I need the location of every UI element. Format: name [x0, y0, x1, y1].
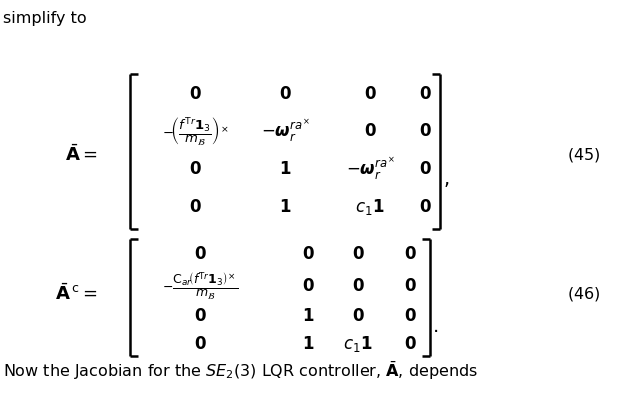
Text: $\mathbf{0}$: $\mathbf{0}$	[194, 307, 206, 325]
Text: $\mathbf{0}$: $\mathbf{0}$	[351, 277, 364, 295]
Text: $\bar{\mathbf{A}}^{\,\mathrm{c}} =$: $\bar{\mathbf{A}}^{\,\mathrm{c}} =$	[55, 284, 97, 304]
Text: $(45)$: $(45)$	[566, 146, 600, 164]
Text: $\mathbf{0}$: $\mathbf{0}$	[419, 198, 431, 216]
Text: $\mathbf{0}$: $\mathbf{0}$	[419, 85, 431, 103]
Text: $(46)$: $(46)$	[566, 285, 600, 303]
Text: $\mathbf{0}$: $\mathbf{0}$	[404, 277, 417, 295]
Text: $\mathbf{0}$: $\mathbf{0}$	[404, 335, 417, 353]
Text: $-\boldsymbol{\omega}_r^{ra^{\times}}$: $-\boldsymbol{\omega}_r^{ra^{\times}}$	[346, 156, 394, 182]
Text: $\bar{\mathbf{A}} =$: $\bar{\mathbf{A}} =$	[65, 145, 97, 165]
Text: $\mathbf{0}$: $\mathbf{0}$	[351, 245, 364, 263]
Text: $\mathbf{0}$: $\mathbf{0}$	[404, 245, 417, 263]
Text: $\mathbf{1}$: $\mathbf{1}$	[279, 160, 291, 178]
Text: $-\boldsymbol{\omega}_r^{ra^{\times}}$: $-\boldsymbol{\omega}_r^{ra^{\times}}$	[260, 118, 309, 144]
Text: $\mathbf{0}$: $\mathbf{0}$	[189, 85, 202, 103]
Text: simplify to: simplify to	[3, 11, 86, 26]
Text: $\mathbf{0}$: $\mathbf{0}$	[194, 335, 206, 353]
Text: $,$: $,$	[443, 170, 449, 189]
Text: $\mathbf{1}$: $\mathbf{1}$	[302, 335, 314, 353]
Text: $\mathbf{0}$: $\mathbf{0}$	[301, 277, 314, 295]
Text: $\mathbf{0}$: $\mathbf{0}$	[194, 245, 206, 263]
Text: $-\dfrac{\mathrm{C}_{ar}\!\left(f^{\mathrm{T}r}\mathbf{1}_3\right)^{\!\times}}{m: $-\dfrac{\mathrm{C}_{ar}\!\left(f^{\math…	[161, 270, 239, 302]
Text: $\mathbf{1}$: $\mathbf{1}$	[279, 198, 291, 216]
Text: $\mathbf{0}$: $\mathbf{0}$	[419, 122, 431, 140]
Text: $\mathbf{0}$: $\mathbf{0}$	[189, 198, 202, 216]
Text: $\mathbf{0}$: $\mathbf{0}$	[404, 307, 417, 325]
Text: $\mathbf{0}$: $\mathbf{0}$	[351, 307, 364, 325]
Text: $\mathbf{0}$: $\mathbf{0}$	[364, 122, 376, 140]
Text: $c_1\mathbf{1}$: $c_1\mathbf{1}$	[355, 197, 385, 217]
Text: $\mathbf{0}$: $\mathbf{0}$	[301, 245, 314, 263]
Text: $\mathbf{0}$: $\mathbf{0}$	[364, 85, 376, 103]
Text: $-\!\left(\dfrac{f^{\mathrm{T}r}\mathbf{1}_3}{m_{\mathcal{B}}}\right)^{\!\times}: $-\!\left(\dfrac{f^{\mathrm{T}r}\mathbf{…	[162, 115, 228, 147]
Text: $\mathbf{0}$: $\mathbf{0}$	[278, 85, 291, 103]
Text: $.$: $.$	[432, 317, 438, 336]
Text: $c_1\mathbf{1}$: $c_1\mathbf{1}$	[343, 334, 372, 354]
Text: $\mathbf{0}$: $\mathbf{0}$	[419, 160, 431, 178]
Text: $\mathbf{0}$: $\mathbf{0}$	[189, 160, 202, 178]
Text: Now the Jacobian for the $SE_2(3)$ LQR controller, $\bar{\mathbf{A}}$, depends: Now the Jacobian for the $SE_2(3)$ LQR c…	[3, 360, 478, 382]
Text: $\mathbf{1}$: $\mathbf{1}$	[302, 307, 314, 325]
